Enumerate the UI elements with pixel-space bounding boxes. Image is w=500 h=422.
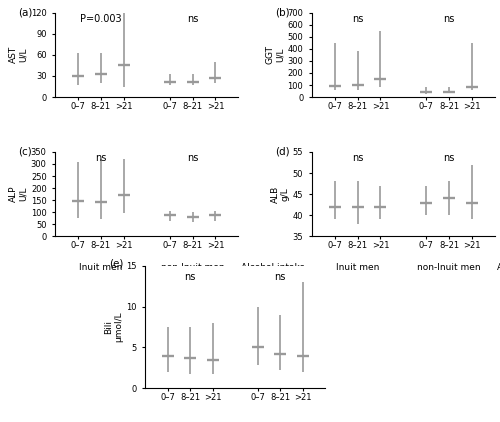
Text: ns: ns bbox=[352, 153, 363, 163]
Text: ns: ns bbox=[187, 14, 198, 24]
Text: ns: ns bbox=[352, 14, 363, 24]
Y-axis label: AST
U/L: AST U/L bbox=[8, 46, 28, 63]
Text: ns: ns bbox=[444, 14, 455, 24]
Text: Alcohol intake
(units/week): Alcohol intake (units/week) bbox=[498, 263, 500, 283]
Y-axis label: GGT
U/L: GGT U/L bbox=[266, 45, 284, 65]
Text: non-Inuit men: non-Inuit men bbox=[160, 263, 224, 272]
Text: (e): (e) bbox=[109, 259, 124, 268]
Text: ns: ns bbox=[95, 153, 106, 163]
Text: P=0.003: P=0.003 bbox=[80, 14, 122, 24]
Text: Alcohol intake
(units/week): Alcohol intake (units/week) bbox=[240, 263, 304, 283]
Text: (d): (d) bbox=[275, 147, 289, 157]
Text: (c): (c) bbox=[18, 147, 32, 157]
Text: ns: ns bbox=[444, 153, 455, 163]
Text: Inuit men: Inuit men bbox=[79, 263, 122, 272]
Y-axis label: ALP
U/L: ALP U/L bbox=[8, 186, 28, 203]
Text: non-Inuit men: non-Inuit men bbox=[418, 263, 481, 272]
Text: (a): (a) bbox=[18, 8, 32, 18]
Text: (b): (b) bbox=[275, 8, 289, 18]
Text: Inuit men: Inuit men bbox=[336, 263, 379, 272]
Text: ns: ns bbox=[184, 272, 196, 282]
Y-axis label: ALB
g/L: ALB g/L bbox=[270, 186, 290, 203]
Y-axis label: Bili
μmol/L: Bili μmol/L bbox=[104, 312, 124, 342]
Text: ns: ns bbox=[187, 153, 198, 163]
Text: ns: ns bbox=[274, 272, 285, 282]
